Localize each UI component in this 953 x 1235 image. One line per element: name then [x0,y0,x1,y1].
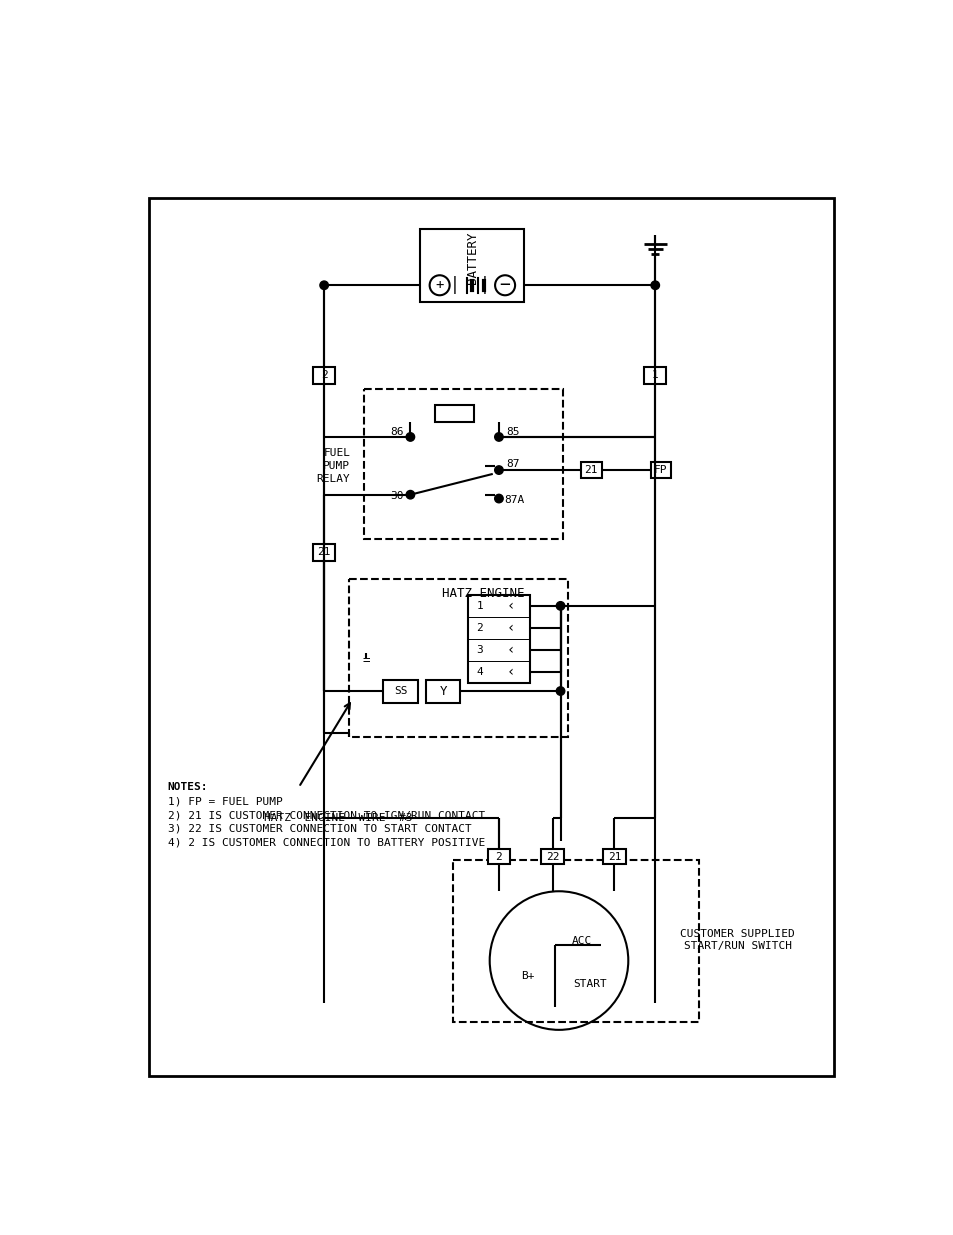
Circle shape [495,494,502,503]
Circle shape [495,466,502,474]
Bar [488,848,509,864]
Bar [650,462,670,478]
Text: START: START [573,978,606,989]
Text: 1: 1 [651,370,658,380]
Text: FP: FP [653,466,667,475]
Text: START/RUN SWITCH: START/RUN SWITCH [683,941,791,951]
Bar [313,367,335,384]
Bar [644,367,665,384]
Text: RELAY: RELAY [316,474,350,484]
Text: CUSTOMER SUPPLIED: CUSTOMER SUPPLIED [679,929,794,939]
Text: Y: Y [439,684,446,698]
Text: +: + [435,278,443,293]
Bar [349,579,568,737]
Text: 87: 87 [505,459,519,469]
Text: ‹: ‹ [506,666,514,679]
Circle shape [406,490,415,499]
Text: 3) 22 IS CUSTOMER CONNECTION TO START CONTACT: 3) 22 IS CUSTOMER CONNECTION TO START CO… [168,824,471,834]
Text: FUEL: FUEL [323,448,350,458]
Text: 30: 30 [390,492,403,501]
Text: HATZ  ENGINE  WIRE  #3: HATZ ENGINE WIRE #3 [264,813,412,823]
Text: PUMP: PUMP [323,461,350,471]
Text: B+: B+ [521,971,535,981]
Text: 87A: 87A [504,495,524,505]
Text: 2: 2 [495,852,502,862]
Text: 21: 21 [317,547,331,557]
Text: ‹: ‹ [506,599,514,613]
Text: ACC: ACC [572,936,592,946]
Text: ‹: ‹ [506,621,514,635]
Text: 85: 85 [505,427,519,437]
Circle shape [650,282,659,289]
Bar [420,228,524,303]
Bar [602,848,625,864]
Text: |  |: | | [450,277,490,294]
Circle shape [495,432,502,441]
Text: ‹: ‹ [506,643,514,657]
Text: 22: 22 [545,852,559,862]
Bar [468,595,529,683]
Text: 1) FP = FUEL PUMP: 1) FP = FUEL PUMP [168,797,282,806]
Text: BATTERY: BATTERY [465,232,478,284]
Bar [425,679,460,703]
Text: 2: 2 [320,370,327,380]
Circle shape [319,282,328,289]
Text: 3: 3 [476,645,482,655]
Text: 2) 21 IS CUSTOMER CONNECTION TO IGN/RUN CONTACT: 2) 21 IS CUSTOMER CONNECTION TO IGN/RUN … [168,810,484,820]
Text: 4) 2 IS CUSTOMER CONNECTION TO BATTERY POSITIVE: 4) 2 IS CUSTOMER CONNECTION TO BATTERY P… [168,837,484,847]
Text: 21: 21 [584,466,598,475]
Text: NOTES:: NOTES: [168,782,208,793]
Text: 21: 21 [607,852,620,862]
Bar [580,462,601,478]
Text: HATZ ENGINE: HATZ ENGINE [442,587,524,600]
Bar [364,389,562,540]
Text: 4: 4 [476,667,482,677]
Circle shape [406,432,415,441]
Bar [313,543,335,561]
Text: −: − [499,277,510,294]
Bar [435,405,474,422]
Circle shape [556,601,564,610]
Text: =: = [362,653,370,667]
Text: 2: 2 [476,622,482,634]
Text: 86: 86 [390,427,403,437]
Text: 1: 1 [476,601,482,611]
Text: SS: SS [394,687,407,697]
Bar [453,861,699,1023]
Bar [540,848,564,864]
Bar [383,679,417,703]
Circle shape [556,687,564,695]
